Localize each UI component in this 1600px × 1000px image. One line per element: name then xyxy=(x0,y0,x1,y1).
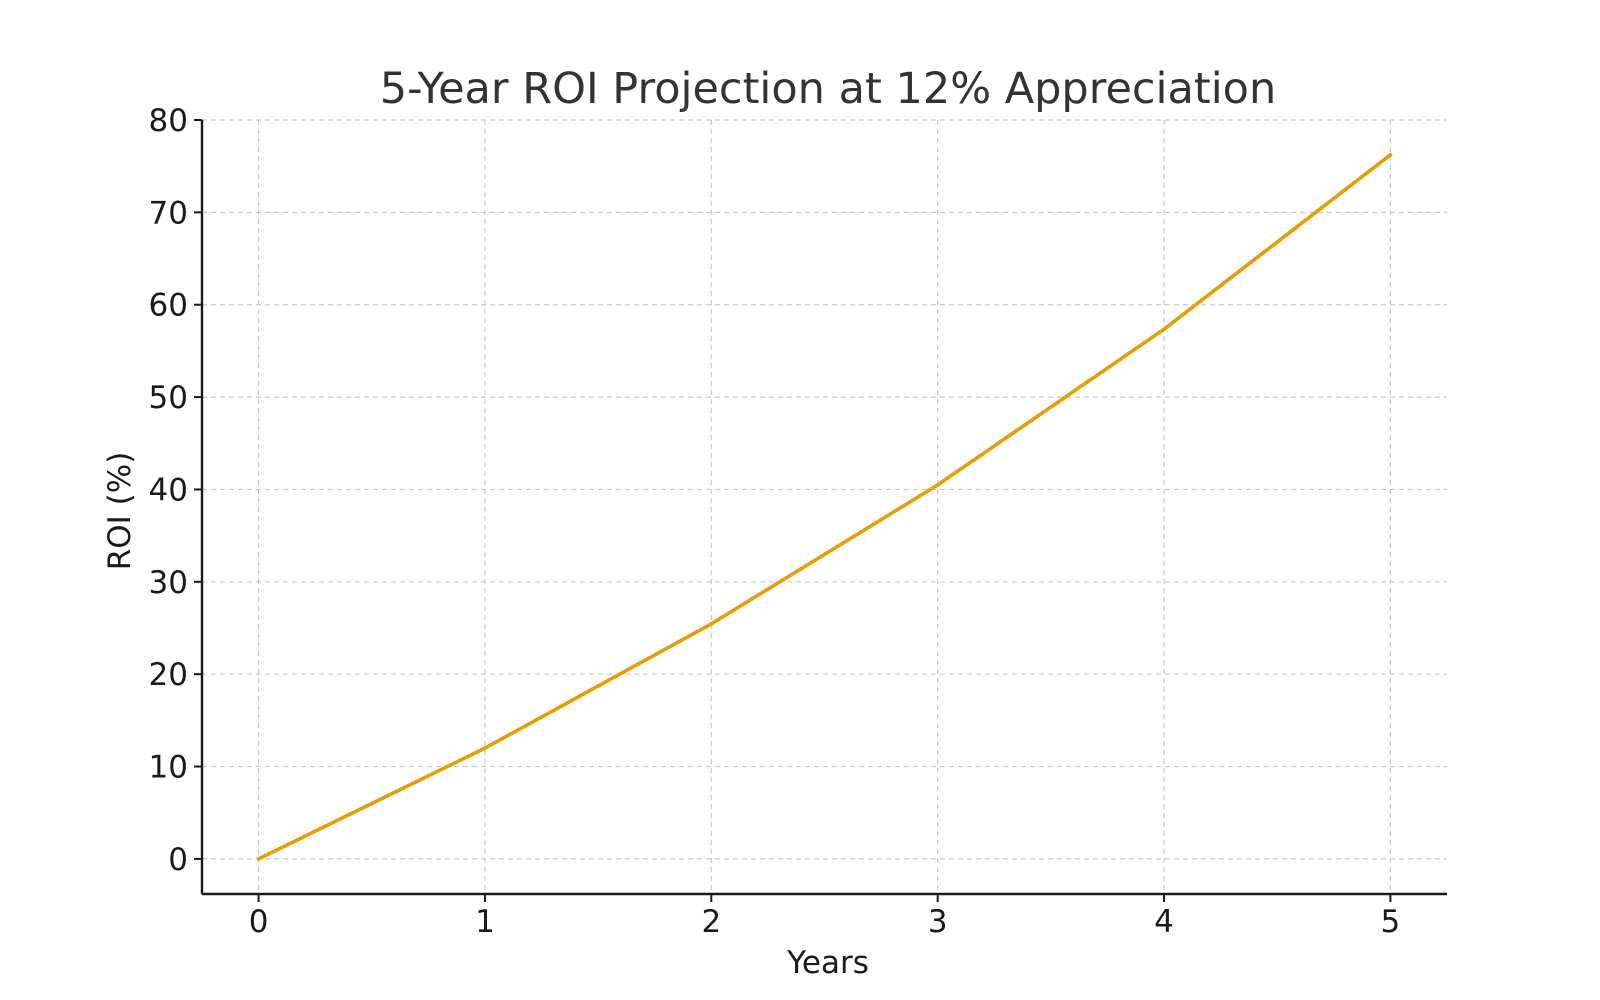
roi-data-point xyxy=(483,746,487,750)
x-tick-label: 4 xyxy=(1154,904,1174,940)
y-tick-label: 50 xyxy=(149,380,188,416)
y-tick-label: 80 xyxy=(149,103,188,139)
y-tick-label: 70 xyxy=(149,195,188,231)
roi-data-point xyxy=(709,622,714,626)
y-tick-label: 0 xyxy=(168,842,188,878)
y-tick-label: 20 xyxy=(149,657,188,693)
y-tick-label: 40 xyxy=(149,472,188,508)
chart-title: 5-Year ROI Projection at 12% Appreciatio… xyxy=(380,64,1276,114)
roi-data-point xyxy=(1162,327,1166,332)
x-tick-label: 1 xyxy=(475,904,495,940)
x-tick-label: 5 xyxy=(1381,904,1401,940)
axes xyxy=(194,119,1447,902)
grid-lines xyxy=(202,119,1447,894)
roi-data-point xyxy=(256,857,261,861)
roi-data-point xyxy=(1388,153,1393,157)
x-axis-title: Years xyxy=(786,945,869,981)
roi-data-point xyxy=(935,483,940,487)
x-tick-label: 3 xyxy=(928,904,948,940)
y-tick-label: 60 xyxy=(149,288,188,324)
x-tick-label: 0 xyxy=(249,904,269,940)
data-series xyxy=(256,153,1393,861)
y-tick-label: 10 xyxy=(149,750,188,786)
y-tick-label: 30 xyxy=(149,565,188,601)
roi-series-line xyxy=(256,153,1393,861)
y-axis-title: ROI (%) xyxy=(102,452,138,571)
x-tick-label: 2 xyxy=(701,904,721,940)
